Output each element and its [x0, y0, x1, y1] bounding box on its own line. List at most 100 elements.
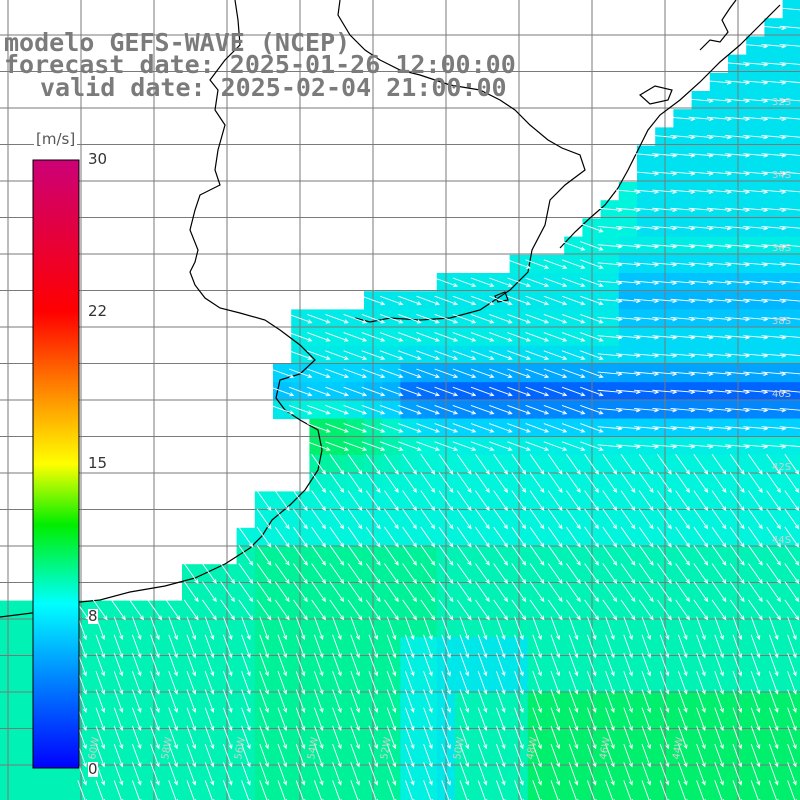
wind-arrow	[131, 725, 142, 750]
wind-arrow	[379, 404, 404, 415]
wind-arrow	[438, 545, 454, 566]
wind-arrow	[543, 350, 568, 360]
wind-arrow	[343, 404, 368, 415]
wind-arrow	[313, 616, 324, 641]
wind-arrow	[325, 404, 349, 415]
wind-arrow	[270, 368, 295, 379]
wind-arrow	[605, 780, 615, 800]
wind-arrow	[584, 472, 599, 493]
wind-arrow	[514, 652, 524, 677]
wind-arrow	[202, 581, 217, 603]
wind-arrow	[568, 780, 579, 800]
wind-arrow	[507, 386, 531, 397]
wind-arrow	[511, 599, 527, 621]
wind-arrow	[416, 295, 440, 306]
wind-speed-cell	[782, 582, 800, 602]
wind-arrow	[423, 743, 433, 768]
wind-arrow	[277, 634, 288, 659]
wind-arrow	[277, 780, 288, 800]
wind-arrow	[202, 563, 217, 584]
wind-speed-cell	[18, 655, 37, 674]
wind-arrow	[495, 743, 506, 768]
wind-arrow	[113, 671, 124, 695]
wind-arrow	[452, 313, 477, 324]
wind-arrow	[475, 508, 490, 530]
wind-arrow	[452, 350, 477, 360]
wind-arrow	[204, 634, 215, 659]
wind-arrow	[361, 350, 386, 360]
wind-arrow	[398, 423, 422, 433]
wind-arrow	[274, 526, 290, 548]
wind-arrow	[550, 634, 561, 659]
wind-arrow	[311, 490, 326, 512]
wind-arrow	[307, 441, 331, 451]
wind-arrow	[470, 386, 495, 397]
wind-arrow	[441, 707, 451, 732]
wind-arrow	[657, 508, 672, 530]
wind-speed-cell	[782, 764, 800, 784]
wind-arrow	[404, 743, 415, 768]
wind-arrow	[343, 332, 368, 342]
wind-arrow	[384, 581, 399, 603]
wind-arrow	[186, 725, 197, 750]
wind-arrow	[748, 508, 763, 530]
wind-arrow	[748, 526, 763, 548]
wind-arrow	[420, 454, 436, 475]
wind-arrow	[420, 599, 436, 621]
wind-arrow	[204, 616, 215, 641]
wind-arrow	[350, 634, 360, 659]
wind-arrow	[602, 508, 618, 530]
wind-arrow	[784, 581, 800, 603]
wind-arrow	[693, 545, 709, 566]
wind-arrow	[511, 581, 527, 603]
wind-arrow	[525, 441, 550, 451]
wind-arrow	[693, 508, 709, 530]
wind-arrow	[416, 404, 440, 415]
wind-arrow	[641, 689, 652, 713]
wind-arrow	[402, 581, 417, 603]
wind-arrow	[95, 671, 106, 695]
wind-arrow	[659, 780, 670, 800]
wind-arrow	[295, 616, 306, 641]
wind-arrow	[748, 490, 763, 512]
wind-arrow	[423, 689, 433, 713]
wind-arrow	[404, 689, 415, 713]
wind-arrow	[402, 563, 417, 584]
wind-arrow	[532, 689, 542, 713]
wind-arrow	[416, 441, 440, 451]
wind-speed-cell	[18, 673, 37, 693]
wind-arrow	[350, 671, 360, 695]
wind-arrow	[202, 599, 217, 621]
wind-arrow	[274, 508, 290, 530]
wind-arrow	[313, 780, 324, 800]
wind-arrow	[711, 581, 727, 603]
latitude-labels: 32S 34S 36S 38S 40S 42S 44S	[772, 97, 791, 546]
wind-arrow	[525, 332, 550, 342]
wind-speed-cell	[54, 782, 74, 800]
wind-arrow	[470, 404, 495, 415]
wind-arrow	[732, 707, 743, 732]
wind-arrow	[748, 599, 763, 621]
wind-speed-cell	[782, 637, 800, 656]
wind-arrow	[732, 743, 743, 768]
wind-arrow	[787, 762, 797, 786]
wind-arrow	[511, 526, 527, 548]
wind-arrow	[222, 671, 233, 695]
wind-arrow	[566, 599, 581, 621]
wind-arrow	[402, 490, 417, 512]
wind-arrow	[307, 350, 331, 360]
wind-arrow	[379, 423, 404, 433]
wind-arrow	[277, 707, 288, 732]
wind-speed-cell	[0, 637, 19, 656]
wind-arrow	[361, 368, 386, 379]
wind-arrow	[350, 780, 360, 800]
wind-arrow	[638, 581, 654, 603]
wind-arrow	[434, 295, 459, 306]
wind-arrow	[307, 368, 331, 379]
wind-arrow	[493, 545, 508, 566]
wind-arrow	[470, 368, 495, 379]
wind-speed-cell	[0, 782, 19, 800]
wind-arrow	[288, 332, 313, 342]
